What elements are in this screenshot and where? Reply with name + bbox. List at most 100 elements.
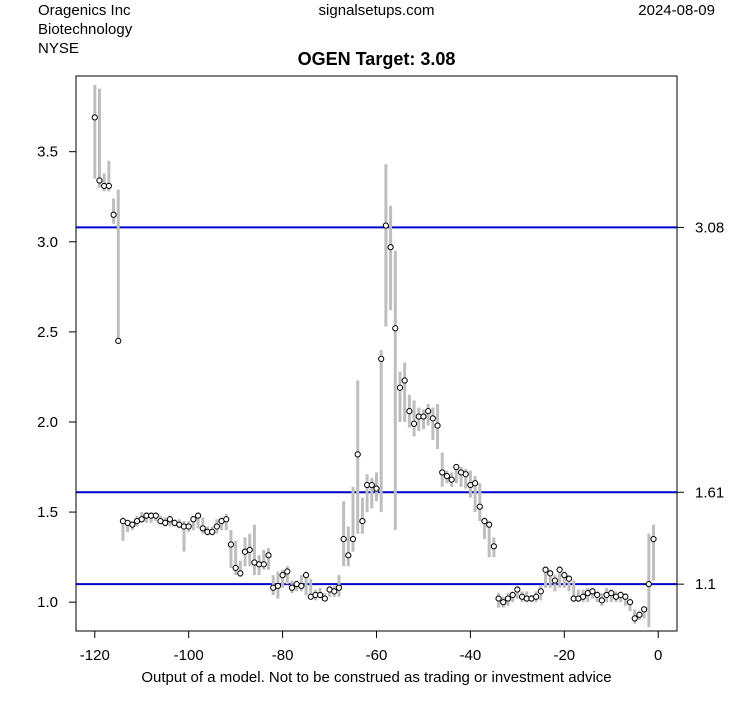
close-point <box>373 485 380 492</box>
close-point <box>302 572 310 579</box>
close-point <box>434 422 441 429</box>
close-point <box>645 581 652 588</box>
close-point <box>472 480 479 487</box>
close-point <box>420 413 427 420</box>
close-point <box>335 584 343 591</box>
close-point <box>152 512 159 519</box>
y-tick-label: 2.0 <box>37 414 58 431</box>
close-point <box>166 516 174 523</box>
close-point <box>194 512 202 519</box>
site-label: signalsetups.com <box>318 2 435 19</box>
close-point <box>537 588 544 595</box>
close-point <box>401 377 408 384</box>
close-point <box>105 182 112 190</box>
close-point <box>185 523 192 530</box>
x-tick-label: -60 <box>366 647 388 664</box>
close-point <box>514 586 521 593</box>
close-point <box>129 521 136 528</box>
close-point <box>265 552 272 559</box>
price-points <box>91 114 657 622</box>
close-point <box>462 471 469 478</box>
chart-title: OGEN Target: 3.08 <box>297 49 456 69</box>
close-point <box>641 606 648 613</box>
x-tick-label: -100 <box>174 647 204 664</box>
close-point <box>317 591 324 599</box>
close-point <box>227 541 235 548</box>
company-name: Oragenics Inc <box>38 2 131 19</box>
close-point <box>110 211 117 218</box>
report-date: 2024-08-09 <box>638 2 715 19</box>
close-point <box>561 572 568 579</box>
close-point <box>533 593 540 600</box>
close-point <box>406 408 413 415</box>
close-point <box>368 481 375 489</box>
close-point <box>500 599 507 606</box>
close-point <box>232 564 239 572</box>
close-point <box>340 536 347 543</box>
close-point <box>425 408 432 415</box>
close-point <box>410 420 418 427</box>
close-point <box>481 517 488 525</box>
close-point <box>387 244 394 251</box>
close-point <box>551 577 559 584</box>
level-labels: 3.08 1.61 1.1 <box>677 219 724 593</box>
close-point <box>162 519 169 526</box>
close-point <box>213 523 220 530</box>
close-point <box>223 516 230 523</box>
close-point <box>490 543 497 550</box>
y-tick-label: 1.0 <box>37 594 58 611</box>
close-point <box>636 611 643 618</box>
close-point <box>556 566 563 573</box>
level-label: 1.61 <box>695 484 724 501</box>
close-point <box>626 599 634 606</box>
close-point <box>209 528 216 535</box>
close-point <box>279 572 286 579</box>
close-point <box>495 595 502 602</box>
close-point <box>509 591 516 599</box>
sector-label: Biotechnology <box>38 21 133 38</box>
y-tick-label: 3.0 <box>37 234 58 251</box>
close-point <box>91 114 98 121</box>
close-point <box>288 584 296 591</box>
x-tick-label: -120 <box>80 647 110 664</box>
close-point <box>382 222 389 229</box>
close-point <box>349 536 357 543</box>
close-point <box>392 325 399 332</box>
close-point <box>345 552 352 559</box>
close-point <box>429 415 436 422</box>
close-point <box>237 570 244 577</box>
x-tick-label: -20 <box>553 647 575 664</box>
close-point <box>96 177 103 184</box>
plot-frame <box>75 75 678 632</box>
y-tick-label: 3.5 <box>37 144 58 161</box>
close-point <box>631 615 638 622</box>
y-tick-label: 1.5 <box>37 504 58 521</box>
close-point <box>331 588 338 595</box>
close-point <box>115 337 122 344</box>
close-point <box>476 503 483 510</box>
close-point <box>354 451 361 458</box>
close-point <box>565 575 573 582</box>
close-point <box>439 469 446 476</box>
close-point <box>453 463 460 471</box>
x-tick-label: -80 <box>272 647 294 664</box>
close-point <box>378 355 385 363</box>
close-point <box>199 525 206 532</box>
close-point <box>504 595 512 602</box>
close-point <box>547 570 554 577</box>
close-point <box>650 536 657 543</box>
close-point <box>486 521 493 528</box>
close-point <box>443 472 451 480</box>
close-point <box>260 561 267 568</box>
close-point <box>622 593 629 600</box>
x-tick-label: -40 <box>460 647 482 664</box>
close-point <box>274 582 281 590</box>
close-point <box>359 517 366 525</box>
disclaimer-caption: Output of a model. Not to be construed a… <box>141 669 612 686</box>
close-point <box>298 582 305 590</box>
close-point <box>448 476 455 483</box>
close-point <box>190 516 197 523</box>
level-label: 3.08 <box>695 219 724 236</box>
close-point <box>589 588 596 595</box>
